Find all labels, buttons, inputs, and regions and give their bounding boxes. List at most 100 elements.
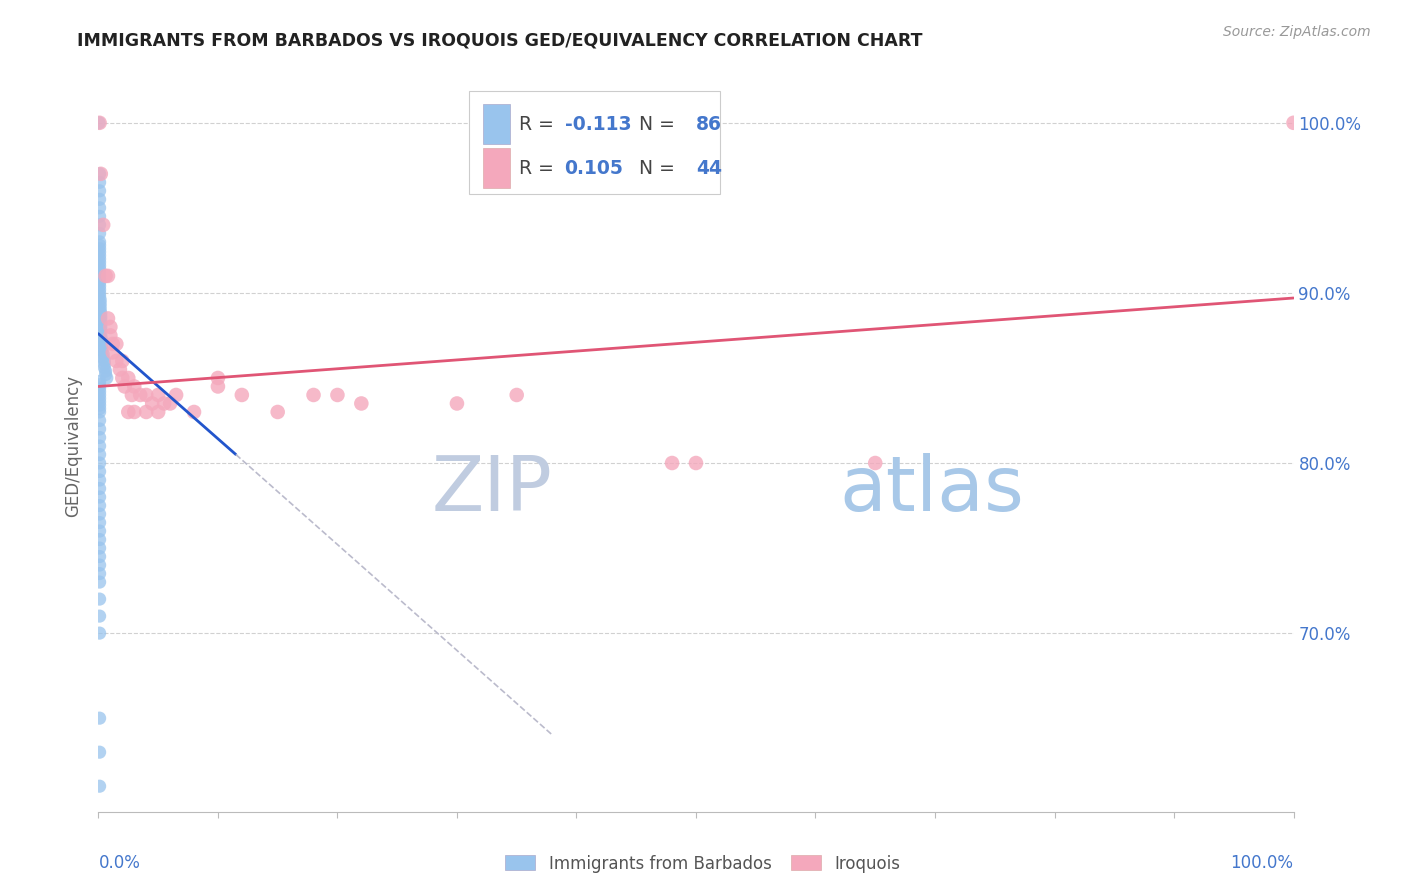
Point xyxy=(91,351,114,365)
Point xyxy=(101,337,124,351)
Text: 44: 44 xyxy=(696,159,721,178)
Point xyxy=(94,364,117,378)
Point xyxy=(89,192,111,206)
Text: N =: N = xyxy=(620,115,681,134)
Point xyxy=(89,439,111,453)
Text: -0.113: -0.113 xyxy=(565,115,631,134)
Point xyxy=(89,283,111,297)
Point xyxy=(114,379,136,393)
Point xyxy=(89,167,111,181)
Point xyxy=(91,343,114,358)
Point xyxy=(121,388,143,402)
Point xyxy=(89,388,111,402)
Point xyxy=(89,285,111,300)
Point xyxy=(89,293,111,307)
Point xyxy=(89,218,111,232)
Point xyxy=(89,377,111,392)
Point xyxy=(111,371,134,385)
Point xyxy=(865,456,887,470)
Point xyxy=(89,405,111,419)
Text: Source: ZipAtlas.com: Source: ZipAtlas.com xyxy=(1223,25,1371,39)
Point xyxy=(89,242,111,256)
Point xyxy=(89,413,111,427)
Point xyxy=(91,334,114,348)
Point xyxy=(89,248,111,262)
Point xyxy=(89,272,111,286)
Point xyxy=(105,337,128,351)
Point xyxy=(89,422,111,436)
Point xyxy=(90,320,112,334)
Point xyxy=(90,167,112,181)
Point xyxy=(117,371,139,385)
Point xyxy=(90,313,112,327)
Text: 0.105: 0.105 xyxy=(565,159,623,178)
Point xyxy=(101,345,124,359)
Point xyxy=(89,745,111,759)
Point xyxy=(89,549,111,564)
Point xyxy=(90,310,112,324)
Point xyxy=(89,384,111,399)
Text: IMMIGRANTS FROM BARBADOS VS IROQUOIS GED/EQUIVALENCY CORRELATION CHART: IMMIGRANTS FROM BARBADOS VS IROQUOIS GED… xyxy=(77,31,922,49)
Point xyxy=(89,184,111,198)
Point xyxy=(94,268,117,283)
Point xyxy=(89,401,111,416)
Point xyxy=(89,533,111,547)
Point xyxy=(1282,116,1305,130)
Point xyxy=(89,175,111,189)
Point xyxy=(105,354,128,368)
Point xyxy=(89,255,111,269)
Point xyxy=(148,388,170,402)
Point xyxy=(91,347,114,361)
Point xyxy=(148,405,170,419)
Point xyxy=(326,388,349,402)
Point xyxy=(135,405,157,419)
Point xyxy=(89,259,111,273)
Point xyxy=(89,279,111,293)
Point xyxy=(89,490,111,504)
Point xyxy=(91,340,114,354)
Point xyxy=(207,371,229,385)
Point xyxy=(89,524,111,538)
FancyBboxPatch shape xyxy=(470,91,720,194)
Point xyxy=(89,265,111,279)
Point xyxy=(89,116,111,130)
Point xyxy=(97,311,120,326)
Point xyxy=(89,779,111,793)
Point xyxy=(90,330,112,344)
Point xyxy=(87,116,110,130)
Point xyxy=(446,396,468,410)
Point xyxy=(89,482,111,496)
Text: R =: R = xyxy=(519,159,560,178)
Point xyxy=(124,405,146,419)
Point xyxy=(89,201,111,215)
Point xyxy=(685,456,707,470)
Text: 0.0%: 0.0% xyxy=(98,855,141,872)
Point xyxy=(111,354,134,368)
Point xyxy=(89,566,111,581)
Point xyxy=(90,317,112,331)
Point xyxy=(165,388,187,402)
Point xyxy=(89,626,111,640)
Point xyxy=(89,465,111,479)
Point xyxy=(350,396,373,410)
Point xyxy=(89,252,111,266)
Point xyxy=(231,388,253,402)
Point xyxy=(506,388,529,402)
Point xyxy=(89,375,111,389)
Point xyxy=(159,396,181,410)
Text: ZIP: ZIP xyxy=(432,453,553,527)
Point xyxy=(89,516,111,530)
Point xyxy=(94,368,117,382)
Point xyxy=(97,268,120,283)
Point xyxy=(141,396,163,410)
Point xyxy=(661,456,683,470)
Text: 100.0%: 100.0% xyxy=(1230,855,1294,872)
Point xyxy=(89,507,111,521)
Point xyxy=(91,337,114,351)
Point xyxy=(89,394,111,409)
Point xyxy=(90,323,112,337)
Point xyxy=(89,227,111,241)
Point xyxy=(89,558,111,572)
Point xyxy=(135,388,157,402)
Point xyxy=(108,362,131,376)
